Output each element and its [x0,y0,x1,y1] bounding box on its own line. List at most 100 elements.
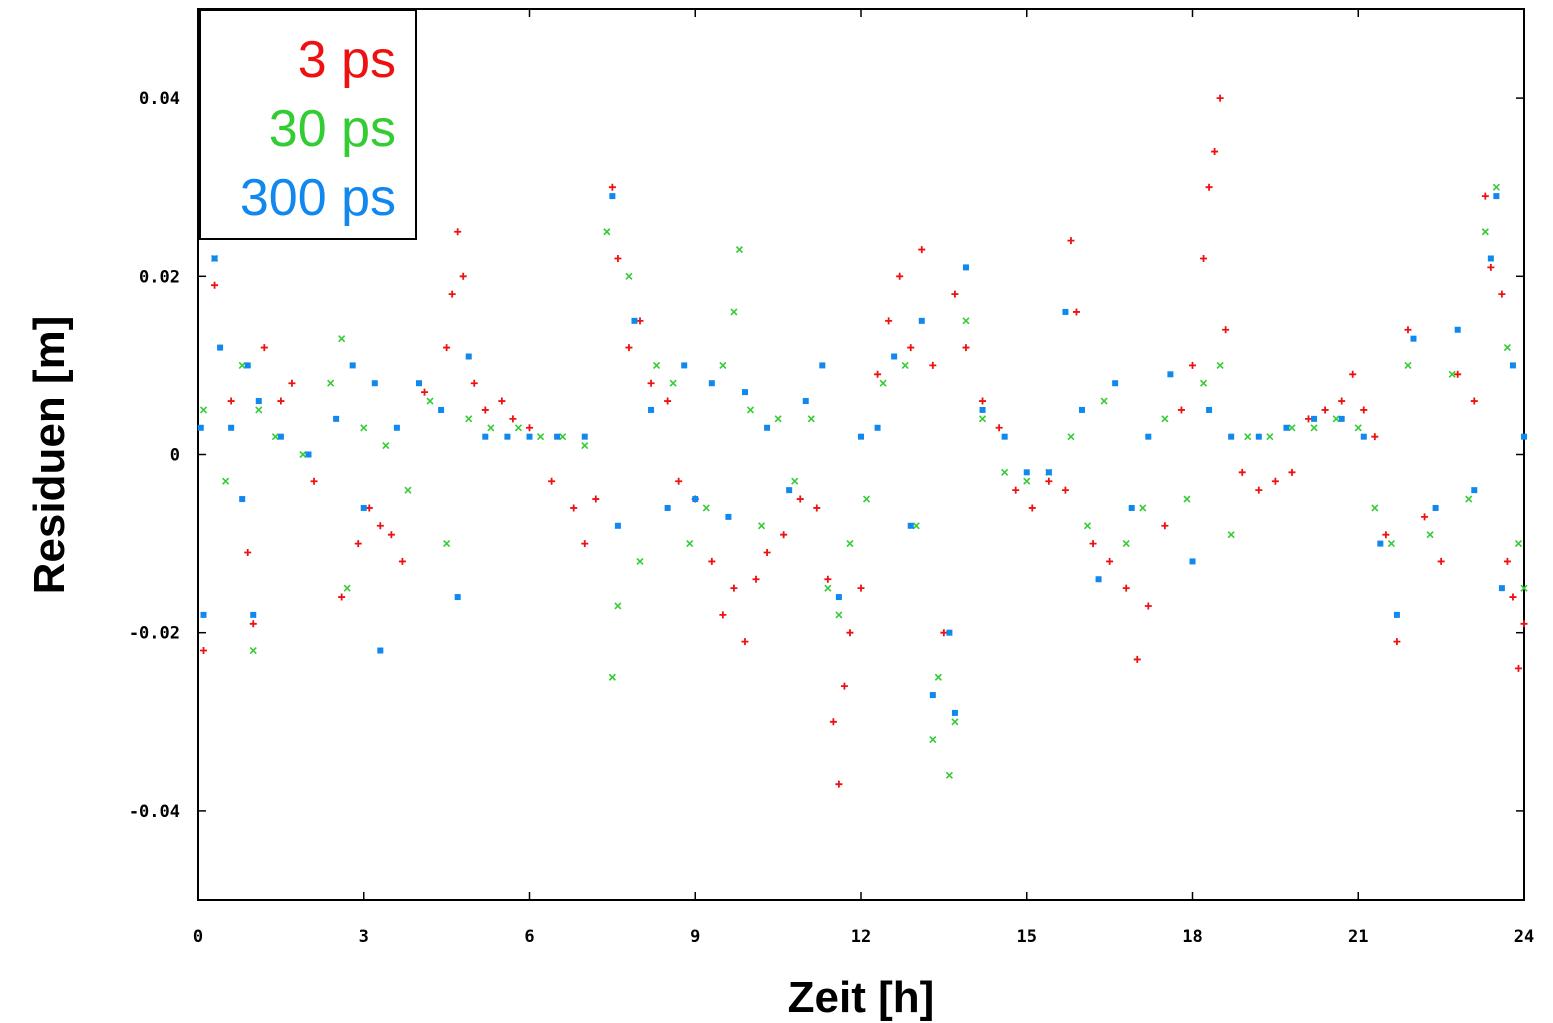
data-point [686,540,694,548]
data-point [608,183,616,191]
data-point [1454,370,1462,378]
data-point [1393,611,1400,618]
data-point [1310,424,1318,432]
data-point [1206,406,1213,413]
data-point [360,504,367,511]
data-point [382,442,390,450]
data-point [509,415,517,423]
data-point [891,353,898,360]
data-point [940,629,948,637]
data-point [404,486,412,494]
data-point [1410,335,1417,342]
data-point [376,522,384,530]
data-point [371,380,378,387]
legend-entry-30ps: 30 ps [269,100,396,158]
data-point [929,692,936,699]
data-point [1421,513,1429,521]
data-point [614,254,622,262]
data-point [995,424,1003,432]
data-point [1062,308,1069,315]
data-point [1393,638,1401,646]
data-point [1227,531,1235,539]
data-point [1387,540,1395,548]
data-point [349,362,356,369]
data-point [338,335,346,343]
data-point [929,736,937,744]
data-point [327,379,335,387]
data-point [819,362,826,369]
data-point [498,397,506,405]
x-tick-label: 15 [1017,927,1037,947]
data-point [901,361,909,369]
data-point [1338,397,1346,405]
data-point [951,709,958,716]
data-point [1371,433,1379,441]
data-point [536,433,545,441]
data-point [1122,584,1130,592]
data-point [387,531,395,539]
data-point [1465,495,1473,503]
data-point [1161,522,1169,530]
x-tick-label: 21 [1348,927,1368,947]
series-3ps [200,94,1528,788]
data-point [1521,433,1527,440]
data-point [1509,362,1516,369]
data-point [1139,504,1147,512]
data-point [874,424,881,431]
data-point [338,593,346,601]
x-tick-label: 9 [690,927,700,947]
data-point [1338,415,1345,422]
data-point [1045,477,1053,485]
data-point [962,264,969,271]
data-point [1244,433,1252,441]
data-point [1189,361,1196,369]
data-point [1266,433,1274,441]
data-point [354,540,362,548]
data-point [1520,584,1528,592]
data-point [912,522,920,530]
data-point [1520,620,1528,628]
data-point [1106,557,1114,565]
data-point [1437,557,1445,565]
data-point [217,344,224,351]
data-point [1145,433,1152,440]
data-point [757,522,766,530]
data-point [360,424,368,432]
data-point [377,647,384,654]
data-point [1311,415,1318,422]
data-point [774,415,782,423]
y-axis-title: Residuen [m] [25,316,74,595]
data-point [228,424,235,431]
data-point [1133,655,1141,663]
data-point [857,584,865,592]
data-point [879,379,887,387]
data-point [1001,468,1009,476]
data-point [647,379,655,387]
data-point [907,522,914,529]
data-point [277,433,284,440]
data-point [1255,433,1262,440]
data-point [1112,380,1119,387]
data-point [548,477,556,485]
data-point [1360,406,1368,414]
data-point [448,290,456,298]
data-point [1481,192,1489,200]
data-point [504,433,511,440]
data-point [735,246,744,254]
data-point [255,406,263,414]
data-point [786,487,793,494]
data-point [907,344,915,352]
data-points-layer [197,94,1528,788]
data-point [603,228,611,236]
data-point [197,424,204,431]
data-point [1067,433,1075,441]
data-point [885,317,893,325]
data-point [1288,468,1296,476]
data-point [835,594,842,601]
x-axis-title: Zeit [h] [788,973,935,1022]
data-point [1199,379,1208,387]
data-point [1238,468,1246,476]
data-point [1288,424,1296,432]
data-point [559,433,567,441]
data-point [271,433,279,441]
